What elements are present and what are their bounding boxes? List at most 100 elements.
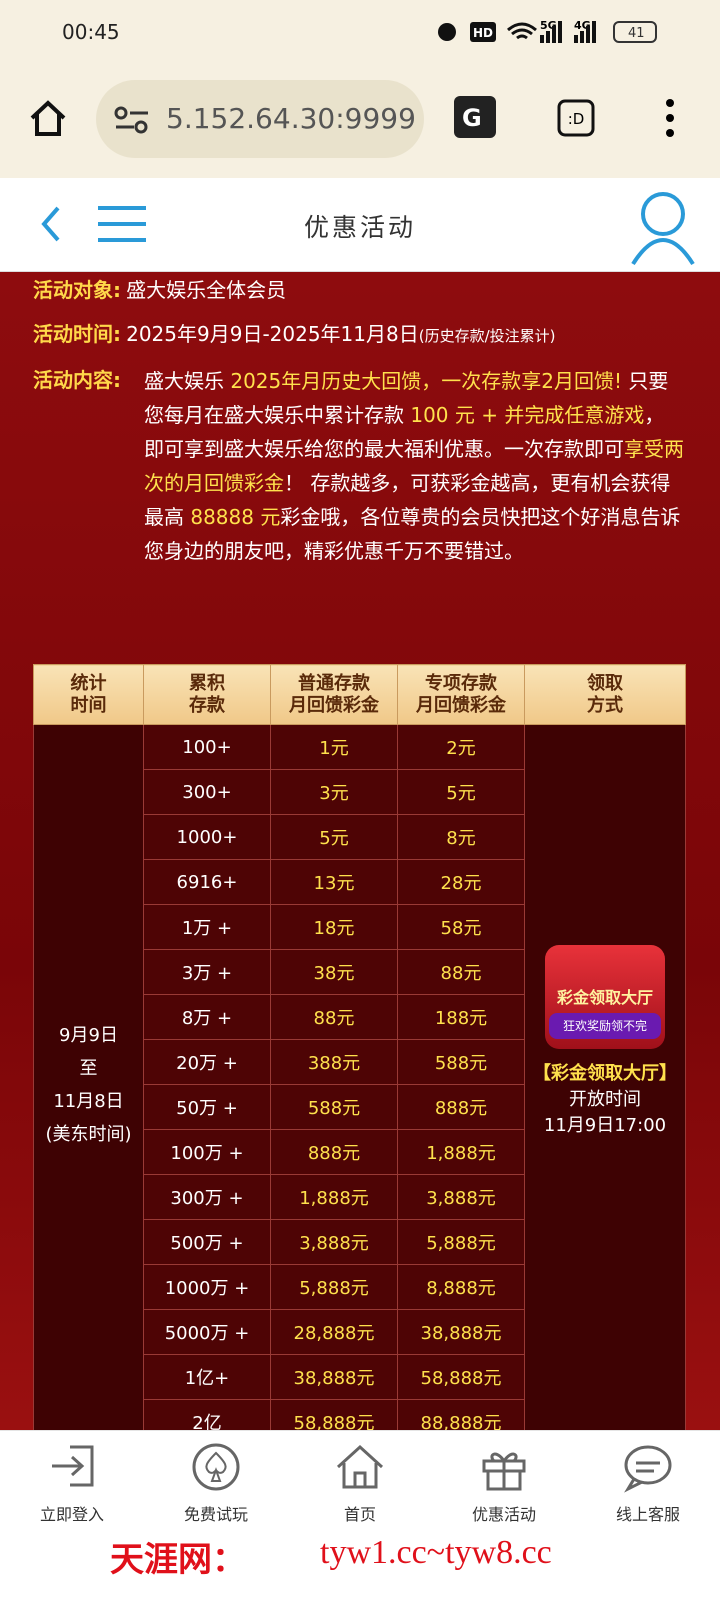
header-line: 累积 <box>189 672 225 694</box>
table-cell: 38,888元 <box>397 1309 525 1355</box>
table-row: 500万 +3,888元 5,888元 <box>34 1219 686 1265</box>
period-line: (美东时间) <box>45 1123 132 1145</box>
content-segment: 盛大娱乐 <box>144 369 231 393</box>
user-button[interactable] <box>628 186 698 266</box>
content-segment: 88888 元 <box>190 505 281 529</box>
header-line: 专项存款 <box>425 672 497 694</box>
status-bar: 00:45 HD 5G 4G 41 <box>0 0 720 62</box>
field-label: 活动时间: <box>33 322 121 346</box>
reward-table: 统计 时间 累积 存款 普通存款 月回馈彩金 专项存款 月回馈彩金 领取 方式 9月9日至 11月8日… <box>33 664 686 1430</box>
clock: 00:45 <box>62 20 120 44</box>
table-cell: 3,888元 <box>270 1219 398 1265</box>
table-cell: 588元 <box>397 1039 525 1085</box>
period-line: 11月8日 <box>53 1090 124 1112</box>
table-cell: 28,888元 <box>270 1309 398 1355</box>
browser-bar: 5.152.64.30:9999 G :D <box>0 62 720 178</box>
method-cell: 彩金领取大厅 狂欢奖励领不完 【彩金领取大厅】 开放时间 11月9日17:00 <box>524 724 686 1430</box>
hd-label: HD <box>473 26 493 40</box>
table-cell: 20万 + <box>143 1039 271 1085</box>
table-row: 2亿 58,888元 88,888元 <box>34 1399 686 1430</box>
table-cell: 28元 <box>397 859 525 905</box>
nav-item[interactable]: 免费试玩 <box>144 1431 288 1527</box>
table-cell: 5,888元 <box>397 1219 525 1265</box>
nav-icon <box>482 1452 526 1491</box>
table-cell: 5元 <box>397 769 525 815</box>
field-label: 活动对象: <box>33 278 121 302</box>
table-cell: 6916+ <box>143 859 271 905</box>
url-text: 5.152.64.30:9999 <box>166 102 416 135</box>
table-row: 300万 +1,888元 3,888元 <box>34 1174 686 1220</box>
column-header: 领取 方式 <box>524 664 686 725</box>
table-cell: 38元 <box>270 949 398 995</box>
content-segment: 彩金哦，各位尊贵的会员快把这个好消息告诉您身边的朋友吧，精彩优惠千万不要错过。 <box>144 505 681 563</box>
table-cell: 88元 <box>270 994 398 1040</box>
table-cell: 1000+ <box>143 814 271 860</box>
period-line: 9月9日 <box>59 1024 118 1046</box>
home-button[interactable] <box>28 98 68 138</box>
nav-item[interactable]: 线上客服 <box>576 1431 720 1527</box>
method-line: 11月9日17:00 <box>543 1115 667 1136</box>
promo-content: 活动对象: 盛大娱乐全体会员 活动时间: 2025年9月9日-2025年11月8… <box>0 272 720 1430</box>
watermark-name: 天涯网： <box>110 1540 246 1580</box>
table-cell: 88,888元 <box>397 1399 525 1430</box>
table-cell: 300万 + <box>143 1174 271 1220</box>
field-value: 2025年9月9日-2025年11月8日 <box>126 322 419 346</box>
tabs-button[interactable]: :D <box>556 98 596 138</box>
table-cell: 5,888元 <box>270 1264 398 1310</box>
table-cell: 1元 <box>270 724 398 770</box>
table-cell: 1000万 + <box>143 1264 271 1310</box>
site-info-icon <box>114 106 148 134</box>
url-bar[interactable]: 5.152.64.30:9999 <box>96 80 424 158</box>
header-line: 月回馈彩金 <box>289 694 379 716</box>
content-segment: 只要您每月在盛大娱乐中累计存款 <box>144 369 669 427</box>
header-line: 存款 <box>189 694 225 716</box>
nav-item[interactable]: 立即登入 <box>0 1431 144 1527</box>
content-segment: 100 元 + 并完成任意游戏 <box>410 403 645 427</box>
table-cell: 888元 <box>270 1129 398 1175</box>
nav-icon <box>336 1444 384 1489</box>
translate-button[interactable]: G <box>452 94 498 140</box>
column-header: 统计 时间 <box>33 664 144 725</box>
watermark: 天涯网： tyw1.cc~tyw8.cc <box>0 1526 720 1612</box>
header-line: 月回馈彩金 <box>416 694 506 716</box>
field-note: (历史存款/投注累计) <box>418 327 556 345</box>
nav-label: 免费试玩 <box>183 1505 248 1524</box>
table-row: 1000万 +5,888元 8,888元 <box>34 1264 686 1310</box>
table-cell: 8,888元 <box>397 1264 525 1310</box>
table-cell: 18元 <box>270 904 398 950</box>
badge-subtitle: 狂欢奖励领不完 <box>549 1013 661 1039</box>
table-row: 5000万 +28,888元 38,888元 <box>34 1309 686 1355</box>
header-line: 方式 <box>587 694 623 716</box>
table-cell: 3元 <box>270 769 398 815</box>
table-cell: 888元 <box>397 1084 525 1130</box>
nav-icon <box>624 1445 672 1493</box>
table-cell: 13元 <box>270 859 398 905</box>
table-row: 1000+ 5元 8元 <box>34 814 686 860</box>
table-cell: 5000万 + <box>143 1309 271 1355</box>
table-cell: 2元 <box>397 724 525 770</box>
table-cell: 8万 + <box>143 994 271 1040</box>
header-line: 普通存款 <box>298 672 370 694</box>
nav-item[interactable]: 首页 <box>288 1431 432 1527</box>
table-cell: 8元 <box>397 814 525 860</box>
svg-text:G: G <box>462 104 482 132</box>
column-header: 普通存款 月回馈彩金 <box>270 664 398 725</box>
menu-button[interactable] <box>662 98 678 138</box>
back-button[interactable] <box>36 202 156 248</box>
period-cell: 9月9日至 11月8日 (美东时间) <box>33 724 144 1430</box>
nav-item[interactable]: 优惠活动 <box>432 1431 576 1527</box>
table-cell: 38,888元 <box>270 1354 398 1400</box>
field-value: 盛大娱乐全体会员 <box>126 278 287 302</box>
nav-icon <box>52 1445 94 1487</box>
table-row: 3万 +38元 88元 <box>34 949 686 995</box>
content-segment: ！ 存款越多，可获彩金越高，更有机会获得最高 <box>144 471 671 529</box>
nav-label: 首页 <box>343 1505 376 1524</box>
table-cell: 1,888元 <box>270 1174 398 1220</box>
tab-count: :D <box>568 110 585 128</box>
table-cell: 58,888元 <box>397 1354 525 1400</box>
hall-badge[interactable]: 彩金领取大厅 狂欢奖励领不完 <box>545 945 665 1049</box>
table-cell: 88元 <box>397 949 525 995</box>
nav-label: 立即登入 <box>39 1505 104 1524</box>
